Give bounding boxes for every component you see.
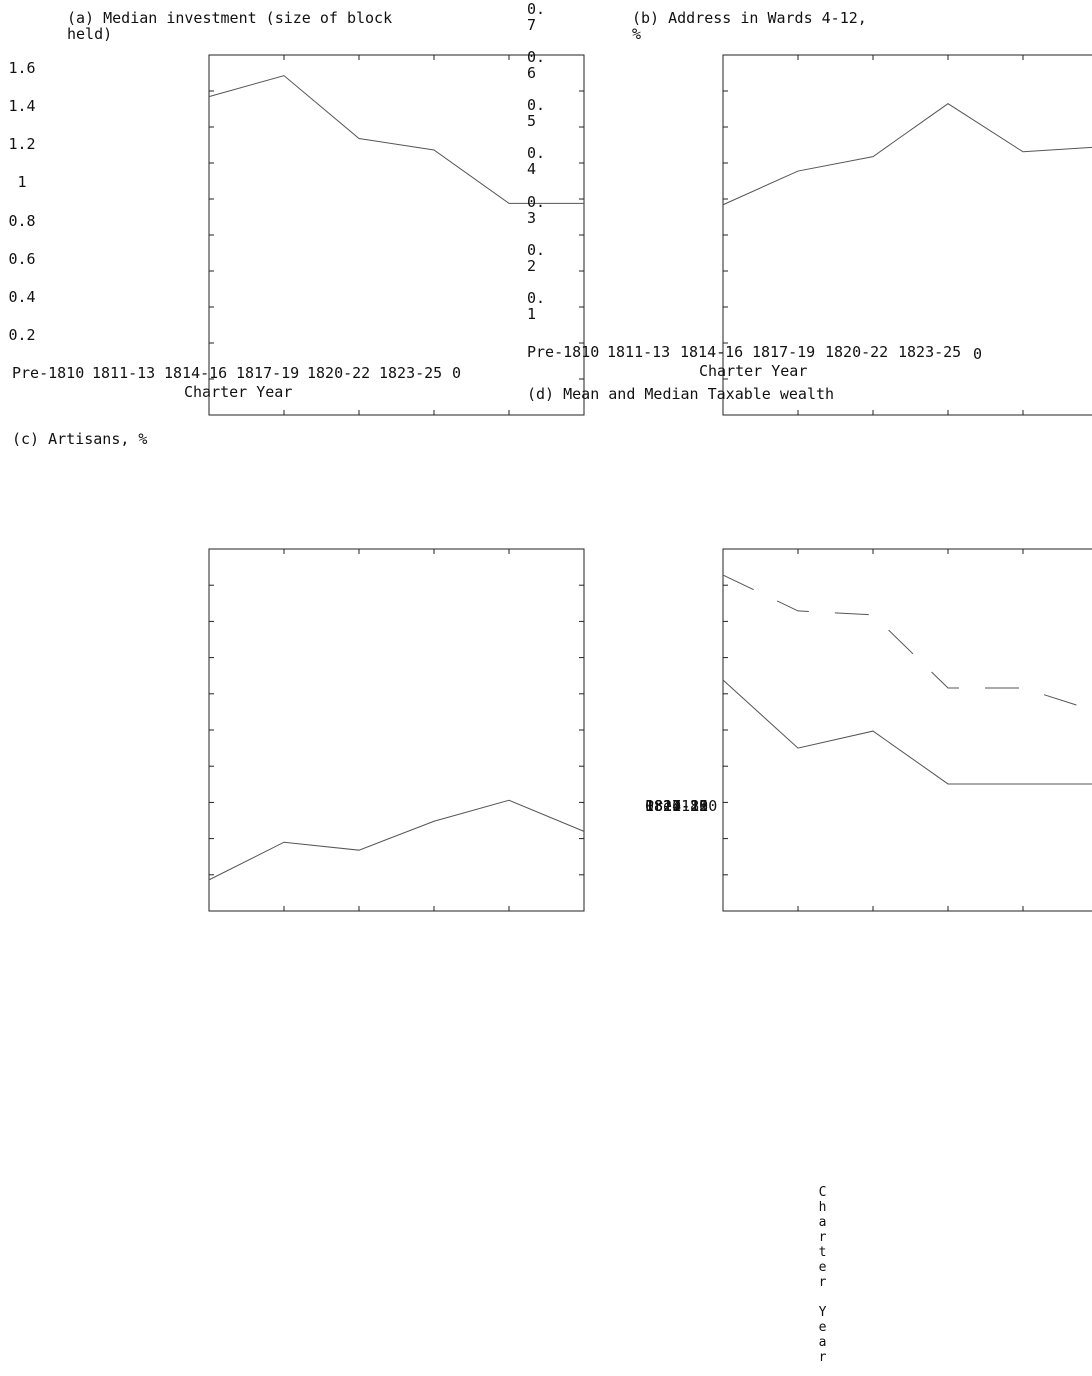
x-tick-label: 1823-25 [898, 343, 962, 361]
y-tick-label: 0.2 [8, 325, 36, 344]
x-tick-label: Pre-1810 [645, 797, 718, 815]
x-tick-label: Pre-1810 [12, 364, 85, 382]
data-line [208, 75, 584, 204]
y-tick-label: 0.7 [527, 0, 546, 34]
chart-title: (a) Median investment (size of block hel… [67, 9, 393, 43]
chart-title: (d) Mean and Median Taxable wealth [527, 385, 835, 403]
y-tick-label: 0.3 [527, 192, 546, 227]
y-tick-label: 0 [452, 364, 462, 382]
y-tick-label: 0.4 [8, 287, 36, 306]
x-tick-label: 1823-25 [379, 364, 443, 382]
y-tick-label: 1.6 [8, 59, 36, 77]
x-tick-label: 1817-19 [752, 343, 816, 361]
y-tick-label: 0.6 [527, 48, 546, 83]
x-tick-label: 1814-16 [680, 343, 744, 361]
x-tick-label: 1811-13 [645, 797, 709, 815]
y-tick-label: 0 [973, 345, 983, 363]
x-tick-label: 1811-13 [607, 343, 671, 361]
x-tick-label: 1814-16 [645, 797, 709, 815]
x-axis-title: Charter Year [184, 383, 293, 401]
x-tick-label: 1814-16 [164, 364, 228, 382]
x-tick-label: 1817-19 [645, 797, 709, 815]
plot-box [722, 54, 1092, 416]
y-tick-label: 0.4 [527, 144, 546, 179]
x-tick-label: 1823-25 [645, 797, 709, 815]
y-tick-label: 0.6 [8, 249, 36, 268]
y-tick-label: 1 [17, 173, 27, 192]
x-axis-title: Charter Year [815, 1185, 830, 1365]
y-tick-label: 1.2 [8, 135, 36, 154]
x-tick-label: 1820-22 [645, 797, 709, 815]
x-tick-label: 1820-22 [307, 364, 371, 382]
y-tick-label: 0.5 [527, 96, 546, 131]
y-tick-label: 1.4 [8, 97, 36, 116]
x-tick-label: 1811-13 [92, 364, 156, 382]
x-axis-title: Charter Year [699, 362, 808, 380]
y-tick-label: 0.2 [527, 240, 546, 275]
data-line [722, 103, 1092, 206]
y-tick-label: 0.8 [8, 211, 36, 230]
y-tick-label: 0 [645, 797, 655, 815]
data-line [722, 574, 1092, 711]
y-tick-label: 0.1 [527, 288, 546, 323]
data-line [722, 679, 1092, 785]
x-tick-label: Pre-1810 [527, 343, 600, 361]
x-tick-label: 1820-22 [825, 343, 889, 361]
chart-title: (c) Artisans, % [12, 430, 148, 448]
chart-title: (b) Address in Wards 4-12, % [632, 9, 867, 43]
data-line [208, 799, 585, 881]
plot-box [208, 548, 585, 912]
x-tick-label: 1817-19 [236, 364, 300, 382]
